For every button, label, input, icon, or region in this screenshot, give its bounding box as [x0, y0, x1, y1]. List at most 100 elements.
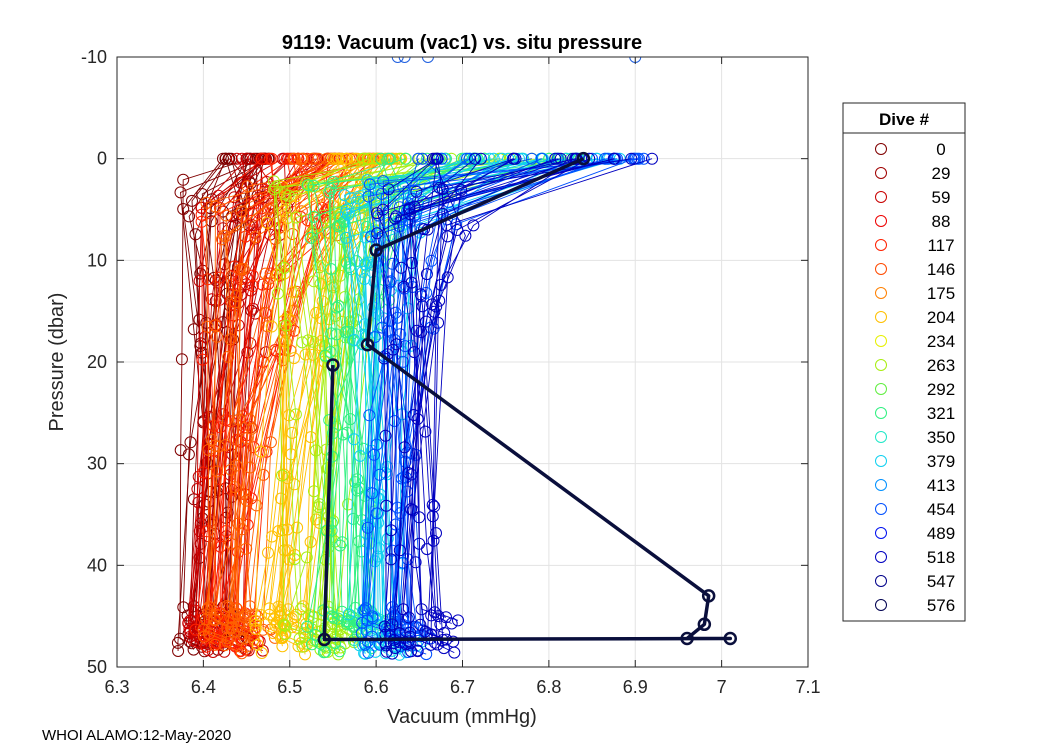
dive-data-point — [313, 517, 326, 529]
dive-data-point — [366, 610, 379, 623]
dive-data-point — [353, 482, 366, 494]
dive-data-point — [333, 645, 346, 658]
dive-data-point — [279, 628, 292, 641]
dive-data-point — [265, 320, 278, 333]
dive-data-point — [361, 152, 374, 165]
legend-marker — [875, 551, 887, 563]
dive-data-point — [325, 327, 338, 340]
dive-data-point — [366, 630, 379, 643]
dive-data-point — [230, 152, 243, 165]
dive-data-point — [209, 200, 222, 213]
legend-marker — [875, 383, 887, 395]
dive-data-point — [451, 224, 464, 236]
legend-marker — [875, 143, 887, 155]
dive-data-point — [388, 415, 401, 427]
dive-data-point — [359, 231, 372, 244]
dive-data-point — [209, 638, 221, 651]
dive-data-point — [277, 468, 290, 481]
legend-marker — [875, 575, 887, 587]
dive-profile-line — [214, 158, 377, 628]
dive-data-point — [356, 152, 369, 165]
dive-data-point — [395, 261, 408, 274]
legend-label: 292 — [927, 380, 955, 399]
legend-label: 146 — [927, 260, 955, 279]
dive-data-point — [363, 409, 376, 422]
dive-data-point — [358, 604, 371, 617]
dive-data-point — [205, 433, 218, 446]
dive-profile-line — [273, 158, 401, 634]
legend-marker — [875, 503, 887, 515]
dive-data-point — [221, 632, 234, 644]
dive-data-point — [348, 433, 360, 446]
dive-data-point — [467, 219, 480, 232]
dive-data-point — [296, 336, 309, 349]
dive-data-point — [308, 485, 320, 498]
dive-data-point — [171, 636, 184, 649]
dive-data-point — [195, 208, 208, 221]
dive-data-point — [461, 152, 473, 165]
dive-profile-line — [209, 158, 367, 646]
dive-data-point — [276, 469, 288, 482]
dive-data-point — [232, 413, 245, 426]
dive-data-point — [243, 197, 256, 210]
dive-data-point — [175, 353, 188, 366]
dive-data-point — [646, 152, 658, 165]
dive-data-point — [427, 534, 440, 547]
x-tick-label: 7.1 — [795, 677, 820, 697]
dive-profile-line — [208, 158, 327, 616]
dive-data-point — [371, 207, 383, 220]
dive-data-point — [271, 617, 284, 630]
dive-data-point — [224, 415, 237, 428]
dive-profile-line — [430, 158, 632, 624]
dive-data-point — [427, 152, 439, 165]
dive-data-point — [228, 481, 241, 494]
dive-data-point — [323, 414, 336, 427]
dive-data-point — [290, 211, 303, 224]
dive-data-point — [184, 614, 196, 627]
dive-data-point — [413, 511, 426, 524]
dive-data-point — [509, 152, 522, 165]
dive-data-point — [250, 499, 263, 512]
dive-data-point — [399, 152, 412, 165]
highlight-point — [701, 589, 716, 603]
dive-data-point — [240, 152, 253, 165]
dive-data-point — [277, 205, 290, 217]
dive-profile-line — [384, 158, 514, 635]
dive-profile-line — [275, 158, 543, 618]
dive-data-point — [339, 326, 352, 339]
dive-data-point — [261, 320, 274, 333]
dive-group — [355, 152, 650, 661]
dive-data-point — [307, 275, 320, 288]
legend-label: 454 — [927, 500, 955, 519]
dive-data-point — [332, 300, 345, 313]
dive-data-point — [224, 611, 237, 624]
dive-data-point — [551, 152, 564, 165]
dive-data-point — [288, 152, 301, 165]
dive-data-point — [301, 620, 314, 633]
dive-data-point — [384, 314, 397, 327]
dive-data-point — [194, 337, 207, 350]
x-tick-label: 7 — [717, 677, 727, 697]
dive-data-point — [307, 210, 320, 223]
dive-data-point — [172, 645, 185, 657]
dive-profile-line — [337, 158, 571, 638]
legend-marker — [875, 191, 887, 203]
dive-profile-line — [179, 158, 251, 648]
dive-data-point — [283, 313, 296, 326]
dive-data-point — [208, 614, 221, 627]
dive-data-point — [625, 152, 638, 165]
legend-label: 547 — [927, 572, 955, 591]
dive-data-point — [295, 603, 307, 615]
dive-profile-line — [228, 158, 302, 616]
dive-data-point — [193, 275, 206, 287]
dive-data-point — [426, 498, 439, 511]
dive-profile-line — [195, 158, 265, 645]
y-tick-label: 0 — [97, 149, 107, 169]
dive-data-point — [340, 203, 353, 216]
dive-data-point — [218, 639, 231, 652]
x-tick-label: 6.5 — [277, 677, 302, 697]
dive-data-point — [224, 333, 237, 346]
x-tick-label: 6.4 — [191, 677, 216, 697]
dive-data-point — [525, 152, 538, 165]
legend-marker — [875, 527, 887, 539]
